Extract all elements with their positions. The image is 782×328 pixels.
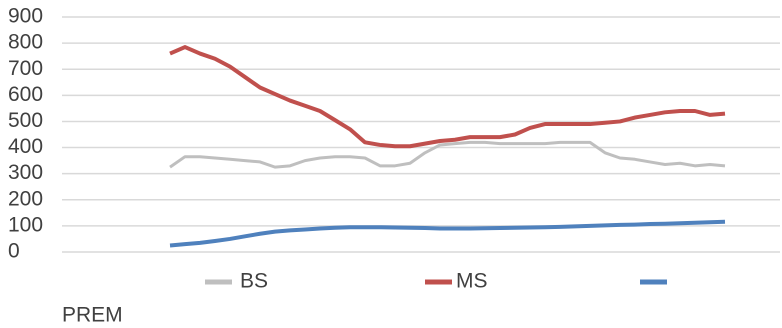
y-tick-label: 100	[8, 213, 43, 236]
y-tick-label: 600	[8, 83, 43, 106]
y-tick-label: 700	[8, 57, 43, 80]
y-tick-label: 500	[8, 109, 43, 132]
y-tick-label: 300	[8, 161, 43, 184]
y-tick-label: 900	[8, 5, 43, 28]
series-line	[169, 219, 726, 248]
y-tick-label: 200	[8, 187, 43, 210]
series-line	[169, 140, 726, 169]
legend-label: MS	[456, 270, 488, 293]
legend-label: PREM	[62, 304, 123, 327]
y-tick-label: 0	[8, 240, 20, 263]
legend-label: BS	[240, 270, 268, 293]
y-tick-label: 400	[8, 135, 43, 158]
y-tick-label: 800	[8, 31, 43, 54]
series-line	[169, 45, 726, 149]
